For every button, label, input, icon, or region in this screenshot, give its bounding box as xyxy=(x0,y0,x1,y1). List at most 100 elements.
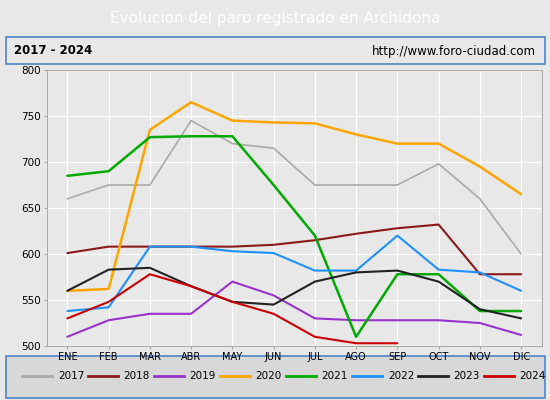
2018 xyxy=(146,244,153,249)
2018 xyxy=(436,222,442,227)
2017 xyxy=(188,118,195,123)
2017 xyxy=(476,196,483,201)
2024 xyxy=(106,300,112,304)
2022 xyxy=(436,267,442,272)
2018 xyxy=(394,226,400,231)
2023 xyxy=(394,268,400,273)
2017 xyxy=(229,141,235,146)
2018 xyxy=(518,272,525,277)
2018 xyxy=(311,238,318,242)
Text: 2020: 2020 xyxy=(256,371,282,381)
2019 xyxy=(394,318,400,323)
2021 xyxy=(64,173,70,178)
2023 xyxy=(106,267,112,272)
2020 xyxy=(188,100,195,104)
2021 xyxy=(146,135,153,140)
2020 xyxy=(436,141,442,146)
2022 xyxy=(353,268,360,273)
Text: Evolucion del paro registrado en Archidona: Evolucion del paro registrado en Archido… xyxy=(110,10,440,26)
2022 xyxy=(229,249,235,254)
2018 xyxy=(229,244,235,249)
2019 xyxy=(518,332,525,337)
Text: http://www.foro-ciudad.com: http://www.foro-ciudad.com xyxy=(372,44,536,58)
2018 xyxy=(188,244,195,249)
2022 xyxy=(188,244,195,249)
2019 xyxy=(64,334,70,339)
2022 xyxy=(106,305,112,310)
2022 xyxy=(394,233,400,238)
2019 xyxy=(311,316,318,321)
2020 xyxy=(146,127,153,132)
2022 xyxy=(476,270,483,275)
2019 xyxy=(476,321,483,326)
2024 xyxy=(394,341,400,346)
Line: 2021: 2021 xyxy=(67,136,521,337)
Text: 2019: 2019 xyxy=(190,371,216,381)
2021 xyxy=(518,309,525,314)
2023 xyxy=(146,265,153,270)
Line: 2023: 2023 xyxy=(67,268,521,318)
2022 xyxy=(518,288,525,293)
2018 xyxy=(353,231,360,236)
2024 xyxy=(64,316,70,321)
2023 xyxy=(518,316,525,321)
Line: 2024: 2024 xyxy=(67,274,397,343)
Line: 2022: 2022 xyxy=(67,236,521,311)
2021 xyxy=(311,233,318,238)
Text: 2018: 2018 xyxy=(124,371,150,381)
2024 xyxy=(353,341,360,346)
2019 xyxy=(271,293,277,298)
2021 xyxy=(188,134,195,139)
Line: 2017: 2017 xyxy=(67,121,521,254)
2020 xyxy=(353,132,360,137)
2017 xyxy=(518,252,525,256)
2018 xyxy=(476,272,483,277)
Line: 2018: 2018 xyxy=(67,224,521,274)
2017 xyxy=(106,182,112,187)
2023 xyxy=(311,279,318,284)
2021 xyxy=(106,169,112,174)
2020 xyxy=(106,286,112,291)
2019 xyxy=(188,311,195,316)
2017 xyxy=(353,182,360,187)
2022 xyxy=(271,251,277,256)
2017 xyxy=(436,162,442,166)
2017 xyxy=(146,182,153,187)
2024 xyxy=(311,334,318,339)
Text: 2017 - 2024: 2017 - 2024 xyxy=(14,44,92,58)
2021 xyxy=(394,272,400,277)
2021 xyxy=(229,134,235,139)
2023 xyxy=(476,307,483,312)
2020 xyxy=(64,288,70,293)
2021 xyxy=(271,182,277,187)
Text: 2022: 2022 xyxy=(388,371,414,381)
2022 xyxy=(311,268,318,273)
2023 xyxy=(188,284,195,288)
2024 xyxy=(188,284,195,288)
2023 xyxy=(229,300,235,304)
2024 xyxy=(271,311,277,316)
2019 xyxy=(229,279,235,284)
2023 xyxy=(271,302,277,307)
Text: 2024: 2024 xyxy=(520,371,546,381)
2017 xyxy=(394,182,400,187)
2022 xyxy=(146,244,153,249)
2018 xyxy=(271,242,277,247)
2024 xyxy=(229,300,235,304)
2019 xyxy=(353,318,360,323)
2021 xyxy=(353,334,360,339)
2019 xyxy=(106,318,112,323)
2017 xyxy=(64,196,70,201)
2021 xyxy=(476,309,483,314)
Text: 2021: 2021 xyxy=(322,371,348,381)
2019 xyxy=(146,311,153,316)
Line: 2019: 2019 xyxy=(67,282,521,337)
2020 xyxy=(518,192,525,196)
2023 xyxy=(436,279,442,284)
2022 xyxy=(64,309,70,314)
Line: 2020: 2020 xyxy=(67,102,521,291)
2021 xyxy=(436,272,442,277)
2023 xyxy=(64,288,70,293)
2017 xyxy=(311,182,318,187)
2017 xyxy=(271,146,277,150)
